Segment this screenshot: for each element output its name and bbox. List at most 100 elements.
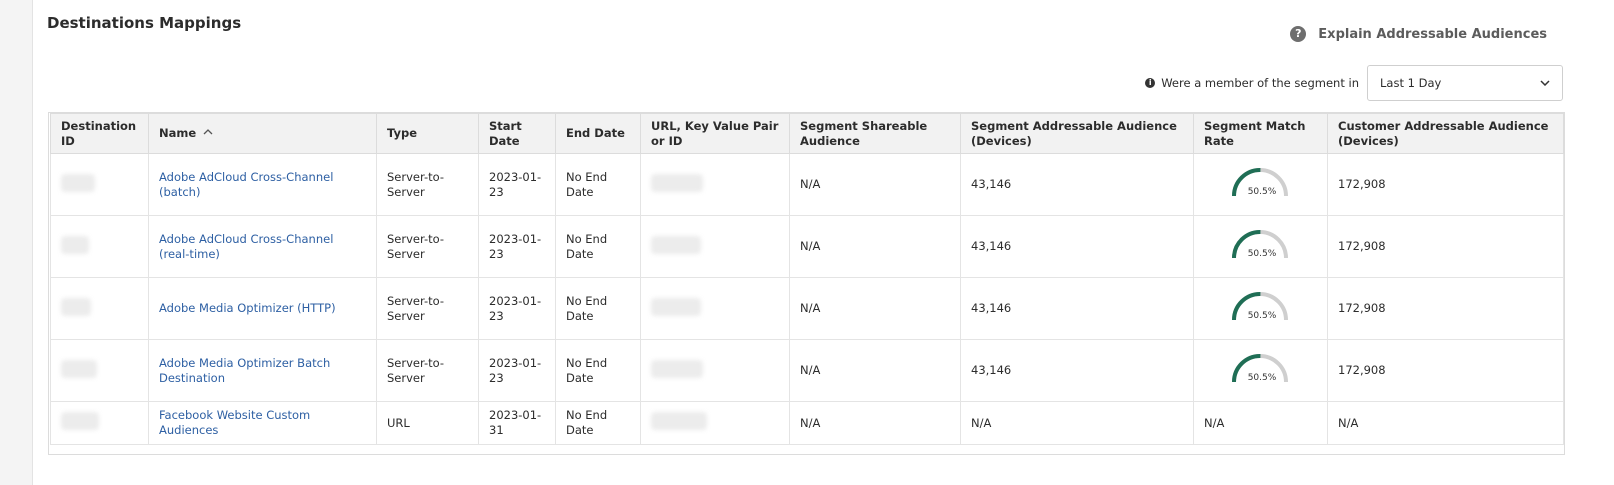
customer-cell: 172,908 <box>1327 277 1564 340</box>
destination-id-cell <box>50 401 149 445</box>
filter: i Were a member of the segment in Last 1… <box>1145 65 1563 101</box>
column-title: Segment Match Rate <box>1204 118 1306 148</box>
url-cell <box>640 153 790 216</box>
match-rate-gauge: 50.5% <box>1232 291 1288 321</box>
column-header: URL, Key Value Pair or ID <box>640 113 790 154</box>
dropdown[interactable]: Last 1 Day <box>1367 65 1563 101</box>
url-cell <box>640 277 790 340</box>
shareable-cell: N/A <box>789 215 961 278</box>
column-header: Segment Shareable Audience <box>789 113 961 154</box>
table-row: Adobe AdCloud Cross-Channel (real-time) S… <box>50 215 1564 278</box>
end-date-cell: No End Date <box>555 339 641 402</box>
customer-cell: N/A <box>1327 401 1564 445</box>
column-header: Segment Addressable Audience (Devices) <box>960 113 1194 154</box>
column-header: Customer Addressable Audience (Devices) <box>1327 113 1564 154</box>
column-title: URL, Key Value Pair or ID <box>651 118 779 148</box>
gauge-label: 50.5% <box>1248 187 1277 197</box>
table: Destination ID Name Type Start Date End Date… <box>50 113 1564 445</box>
gauge-fill <box>1232 167 1261 196</box>
help-text[interactable]: Explain Addressable Audiences <box>1318 26 1547 42</box>
table-row: Adobe Media Optimizer (HTTP) Server-to-Se… <box>50 277 1564 340</box>
destination-link[interactable]: Adobe Media Optimizer (HTTP) <box>159 301 336 315</box>
redacted-id <box>61 173 95 192</box>
redacted-id <box>61 359 97 378</box>
column-title: End Date <box>566 126 625 140</box>
redacted-url <box>651 235 701 254</box>
gauge-fill <box>1232 229 1261 258</box>
redacted-url <box>651 173 703 192</box>
sort-icon <box>203 129 213 135</box>
name-cell: Adobe Media Optimizer Batch Destination <box>148 339 377 402</box>
header-row: Destination ID Name Type Start Date End Date… <box>50 113 1564 154</box>
destination-id-cell <box>50 277 149 340</box>
addressable-cell: 43,146 <box>960 339 1194 402</box>
info-icon: i <box>1145 78 1156 88</box>
destination-id-cell <box>50 153 149 216</box>
help-link[interactable]: ? Explain Addressable Audiences <box>1290 26 1547 42</box>
end-date-cell: No End Date <box>555 153 641 216</box>
redacted-url <box>651 359 703 378</box>
match-rate-cell: N/A <box>1193 401 1328 445</box>
column-title: Destination ID <box>61 118 137 148</box>
addressable-cell: 43,146 <box>960 215 1194 278</box>
sort-arrow <box>203 129 213 135</box>
end-date-cell: No End Date <box>555 215 641 278</box>
end-date-cell: No End Date <box>555 277 641 340</box>
filter-label: Were a member of the segment in <box>1161 76 1359 90</box>
addressable-cell: 43,146 <box>960 277 1194 340</box>
redacted-id <box>61 412 99 430</box>
gauge-fill <box>1232 291 1261 320</box>
url-cell <box>640 401 790 445</box>
match-rate-cell: 50.5% <box>1193 153 1328 216</box>
match-rate-cell: 50.5% <box>1193 215 1328 278</box>
chevron <box>1540 80 1550 86</box>
column-header: End Date <box>555 113 641 154</box>
name-cell: Adobe Media Optimizer (HTTP) <box>148 277 377 340</box>
page-title: Destinations Mappings <box>47 14 242 32</box>
type-cell: Server-to-Server <box>376 215 479 278</box>
destination-link[interactable]: Facebook Website Custom Audiences <box>159 408 311 437</box>
column-header[interactable]: Name <box>148 113 377 154</box>
type-cell: Server-to-Server <box>376 277 479 340</box>
gauge-fill <box>1232 353 1261 382</box>
customer-cell: 172,908 <box>1327 339 1564 402</box>
column-title: Segment Shareable Audience <box>800 118 928 148</box>
destination-link[interactable]: Adobe AdCloud Cross-Channel (batch) <box>159 169 334 199</box>
name-cell: Facebook Website Custom Audiences <box>148 401 377 445</box>
column-title: Segment Addressable Audience (Devices) <box>971 118 1177 148</box>
redacted-id <box>61 297 91 316</box>
match-rate-text: N/A <box>1204 415 1225 430</box>
column-title: Name <box>159 126 197 140</box>
column-header: Segment Match Rate <box>1193 113 1328 154</box>
table-container: Destination ID Name Type Start Date End Date… <box>48 112 1565 455</box>
match-rate-gauge: 50.5% <box>1232 229 1288 259</box>
start-date-cell: 2023-01-23 <box>478 277 556 340</box>
redacted-url <box>651 412 707 430</box>
gauge-label: 50.5% <box>1248 249 1277 259</box>
redacted-url <box>651 297 701 316</box>
match-rate-cell: 50.5% <box>1193 339 1328 402</box>
end-date-cell: No End Date <box>555 401 641 445</box>
destination-id-cell <box>50 215 149 278</box>
match-rate-cell: 50.5% <box>1193 277 1328 340</box>
destination-link[interactable]: Adobe Media Optimizer Batch Destination <box>159 355 331 385</box>
start-date-cell: 2023-01-31 <box>478 401 556 445</box>
table-row: Adobe AdCloud Cross-Channel (batch) Serve… <box>50 153 1564 216</box>
column-title: Type <box>387 126 418 140</box>
addressable-cell: 43,146 <box>960 153 1194 216</box>
destination-link[interactable]: Adobe AdCloud Cross-Channel (real-time) <box>159 231 334 261</box>
type-cell: Server-to-Server <box>376 339 479 402</box>
url-cell <box>640 339 790 402</box>
customer-cell: 172,908 <box>1327 153 1564 216</box>
help-icon: ? <box>1290 26 1307 42</box>
table-row: Adobe Media Optimizer Batch Destination S… <box>50 339 1564 402</box>
match-rate-gauge: 50.5% <box>1232 353 1288 383</box>
column-title: Customer Addressable Audience (Devices) <box>1338 118 1549 148</box>
column-header: Start Date <box>478 113 556 154</box>
gauge-label: 50.5% <box>1248 311 1277 321</box>
column-header: Destination ID <box>50 113 149 154</box>
column-title: Start Date <box>489 118 522 148</box>
card: Destinations Mappings ? Explain Addressab… <box>32 0 1614 485</box>
column-header: Type <box>376 113 479 154</box>
gauge-label: 50.5% <box>1248 373 1277 383</box>
